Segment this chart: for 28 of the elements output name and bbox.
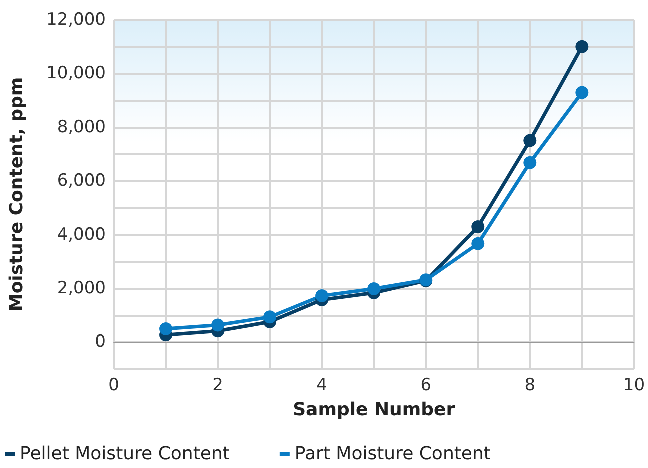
point — [524, 156, 537, 170]
y-tick-label: 12,000 — [46, 10, 106, 30]
x-tick-label: 6 — [420, 376, 432, 396]
point — [472, 237, 485, 250]
y-tick-label: 2,000 — [57, 278, 106, 298]
y-axis-title: Moisture Content, ppm — [6, 77, 28, 312]
x-axis-title: Sample Number — [293, 400, 456, 420]
y-tick-label: 10,000 — [46, 64, 106, 84]
point — [316, 289, 329, 302]
legend-label: Pellet Moisture Content — [20, 444, 230, 464]
y-tick-label: 4,000 — [57, 224, 106, 245]
point — [264, 310, 277, 324]
y-tick-label: 6,000 — [57, 171, 106, 192]
y-tick-label: 0 — [95, 332, 106, 352]
x-tick-label: 2 — [212, 376, 224, 396]
point — [524, 134, 537, 148]
point — [472, 220, 485, 234]
point — [576, 40, 589, 54]
legend-label: Part Moisture Content — [294, 444, 491, 464]
y-tick-label: 8,000 — [57, 117, 106, 138]
point — [212, 318, 225, 332]
x-tick-label: 10 — [623, 376, 646, 396]
x-tick-label: 4 — [316, 376, 328, 396]
point — [576, 86, 589, 100]
x-tick-label: 0 — [108, 376, 120, 396]
x-tick-label: 8 — [524, 376, 536, 396]
point — [160, 322, 173, 336]
point — [368, 282, 381, 296]
